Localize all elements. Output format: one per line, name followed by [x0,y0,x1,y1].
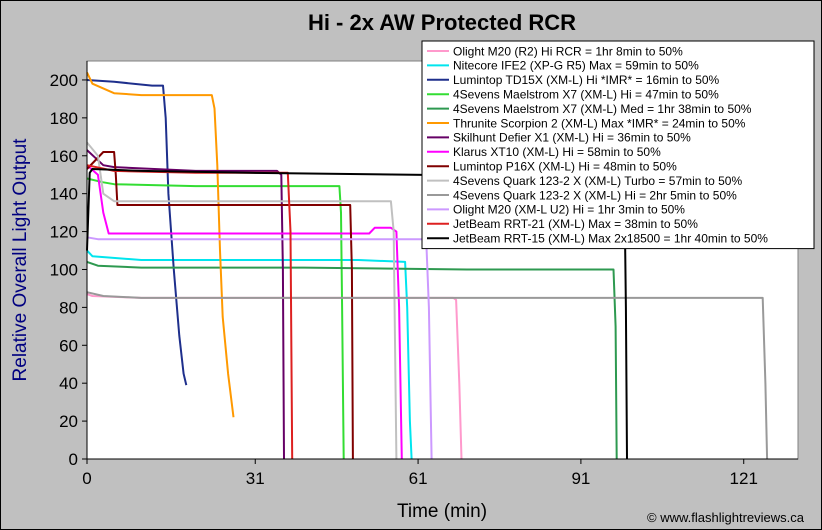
series-line-5 [86,260,618,460]
y-tick-label: 140 [50,185,78,204]
y-tick-label: 0 [69,450,78,469]
legend-label: Thrunite Scorpion 2 (XM-L) Max *IMR* = 2… [453,116,746,130]
series-line-3 [86,79,188,386]
x-tick-label: 0 [82,469,91,488]
legend-box [421,40,815,250]
y-tick-label: 60 [59,336,78,355]
y-tick-label: 80 [59,298,78,317]
series-line-12 [86,236,433,460]
legend-label: JetBeam RRT-15 (XM-L) Max 2x18500 = 1hr … [453,232,768,246]
chart-title: Hi - 2x AW Protected RCR [308,10,576,35]
series-line-8 [86,164,403,460]
y-tick-label: 200 [50,71,78,90]
legend-label: Skilhunt Defier X1 (XM-L) Hi = 36min to … [453,131,691,145]
y-tick-label: 160 [50,147,78,166]
legend-label: Olight M20 (R2) Hi RCR = 1hr 8min to 50% [453,44,683,58]
series-line-2 [86,249,413,460]
legend-label: Lumintop TD15X (XM-L) Hi *IMR* = 16min t… [453,73,720,87]
series-line-11 [86,291,769,460]
legend-label: JetBeam RRT-21 (XM-L) Max = 38min to 50% [453,217,698,231]
y-tick-label: 120 [50,223,78,242]
series-line-4 [86,177,345,460]
series-line-9 [86,151,354,460]
y-axis-label: Relative Overall Light Output [10,138,31,382]
legend-label: Lumintop P16X (XM-L) Hi = 48min to 50% [453,160,677,174]
legend-label: 4Sevens Quark 123-2 X (XM-L) Turbo = 57m… [453,174,742,188]
legend-label: 4Sevens Maelstrom X7 (XM-L) Hi = 47min t… [453,88,719,102]
legend-label: 4Sevens Maelstrom X7 (XM-L) Med = 1hr 38… [453,102,752,116]
axes-layer: 0 20 40 60 80 100 120 140 160 180 200 0 31 61 91 121 [50,61,798,488]
series-line-10 [86,141,398,460]
legend-label: Olight M20 (XM-L U2) Hi = 1hr 3min to 50… [453,203,685,217]
legend-label: 4Sevens Quark 123-2 X (XM-L) Hi = 2hr 5m… [453,188,737,202]
credit-text: © www.flashlightreviews.ca [647,510,805,525]
x-axis-label: Time (min) [397,501,487,522]
y-tick-label: 20 [59,412,78,431]
series-layer [86,71,769,460]
legend: Olight M20 (R2) Hi RCR = 1hr 8min to 50%… [421,40,815,250]
legend-label: Nitecore IFE2 (XP-G R5) Max = 59min to 5… [453,59,699,73]
series-line-6 [86,71,235,418]
x-tick-label: 91 [571,469,590,488]
legend-label: Klarus XT10 (XM-L) Hi = 58min to 50% [453,145,661,159]
y-tick-label: 180 [50,109,78,128]
x-tick-label: 31 [246,469,265,488]
y-tick-label: 40 [59,374,78,393]
x-tick-label: 121 [730,469,758,488]
y-tick-label: 100 [50,260,78,279]
x-tick-label: 61 [409,469,428,488]
series-line-7 [86,149,285,460]
